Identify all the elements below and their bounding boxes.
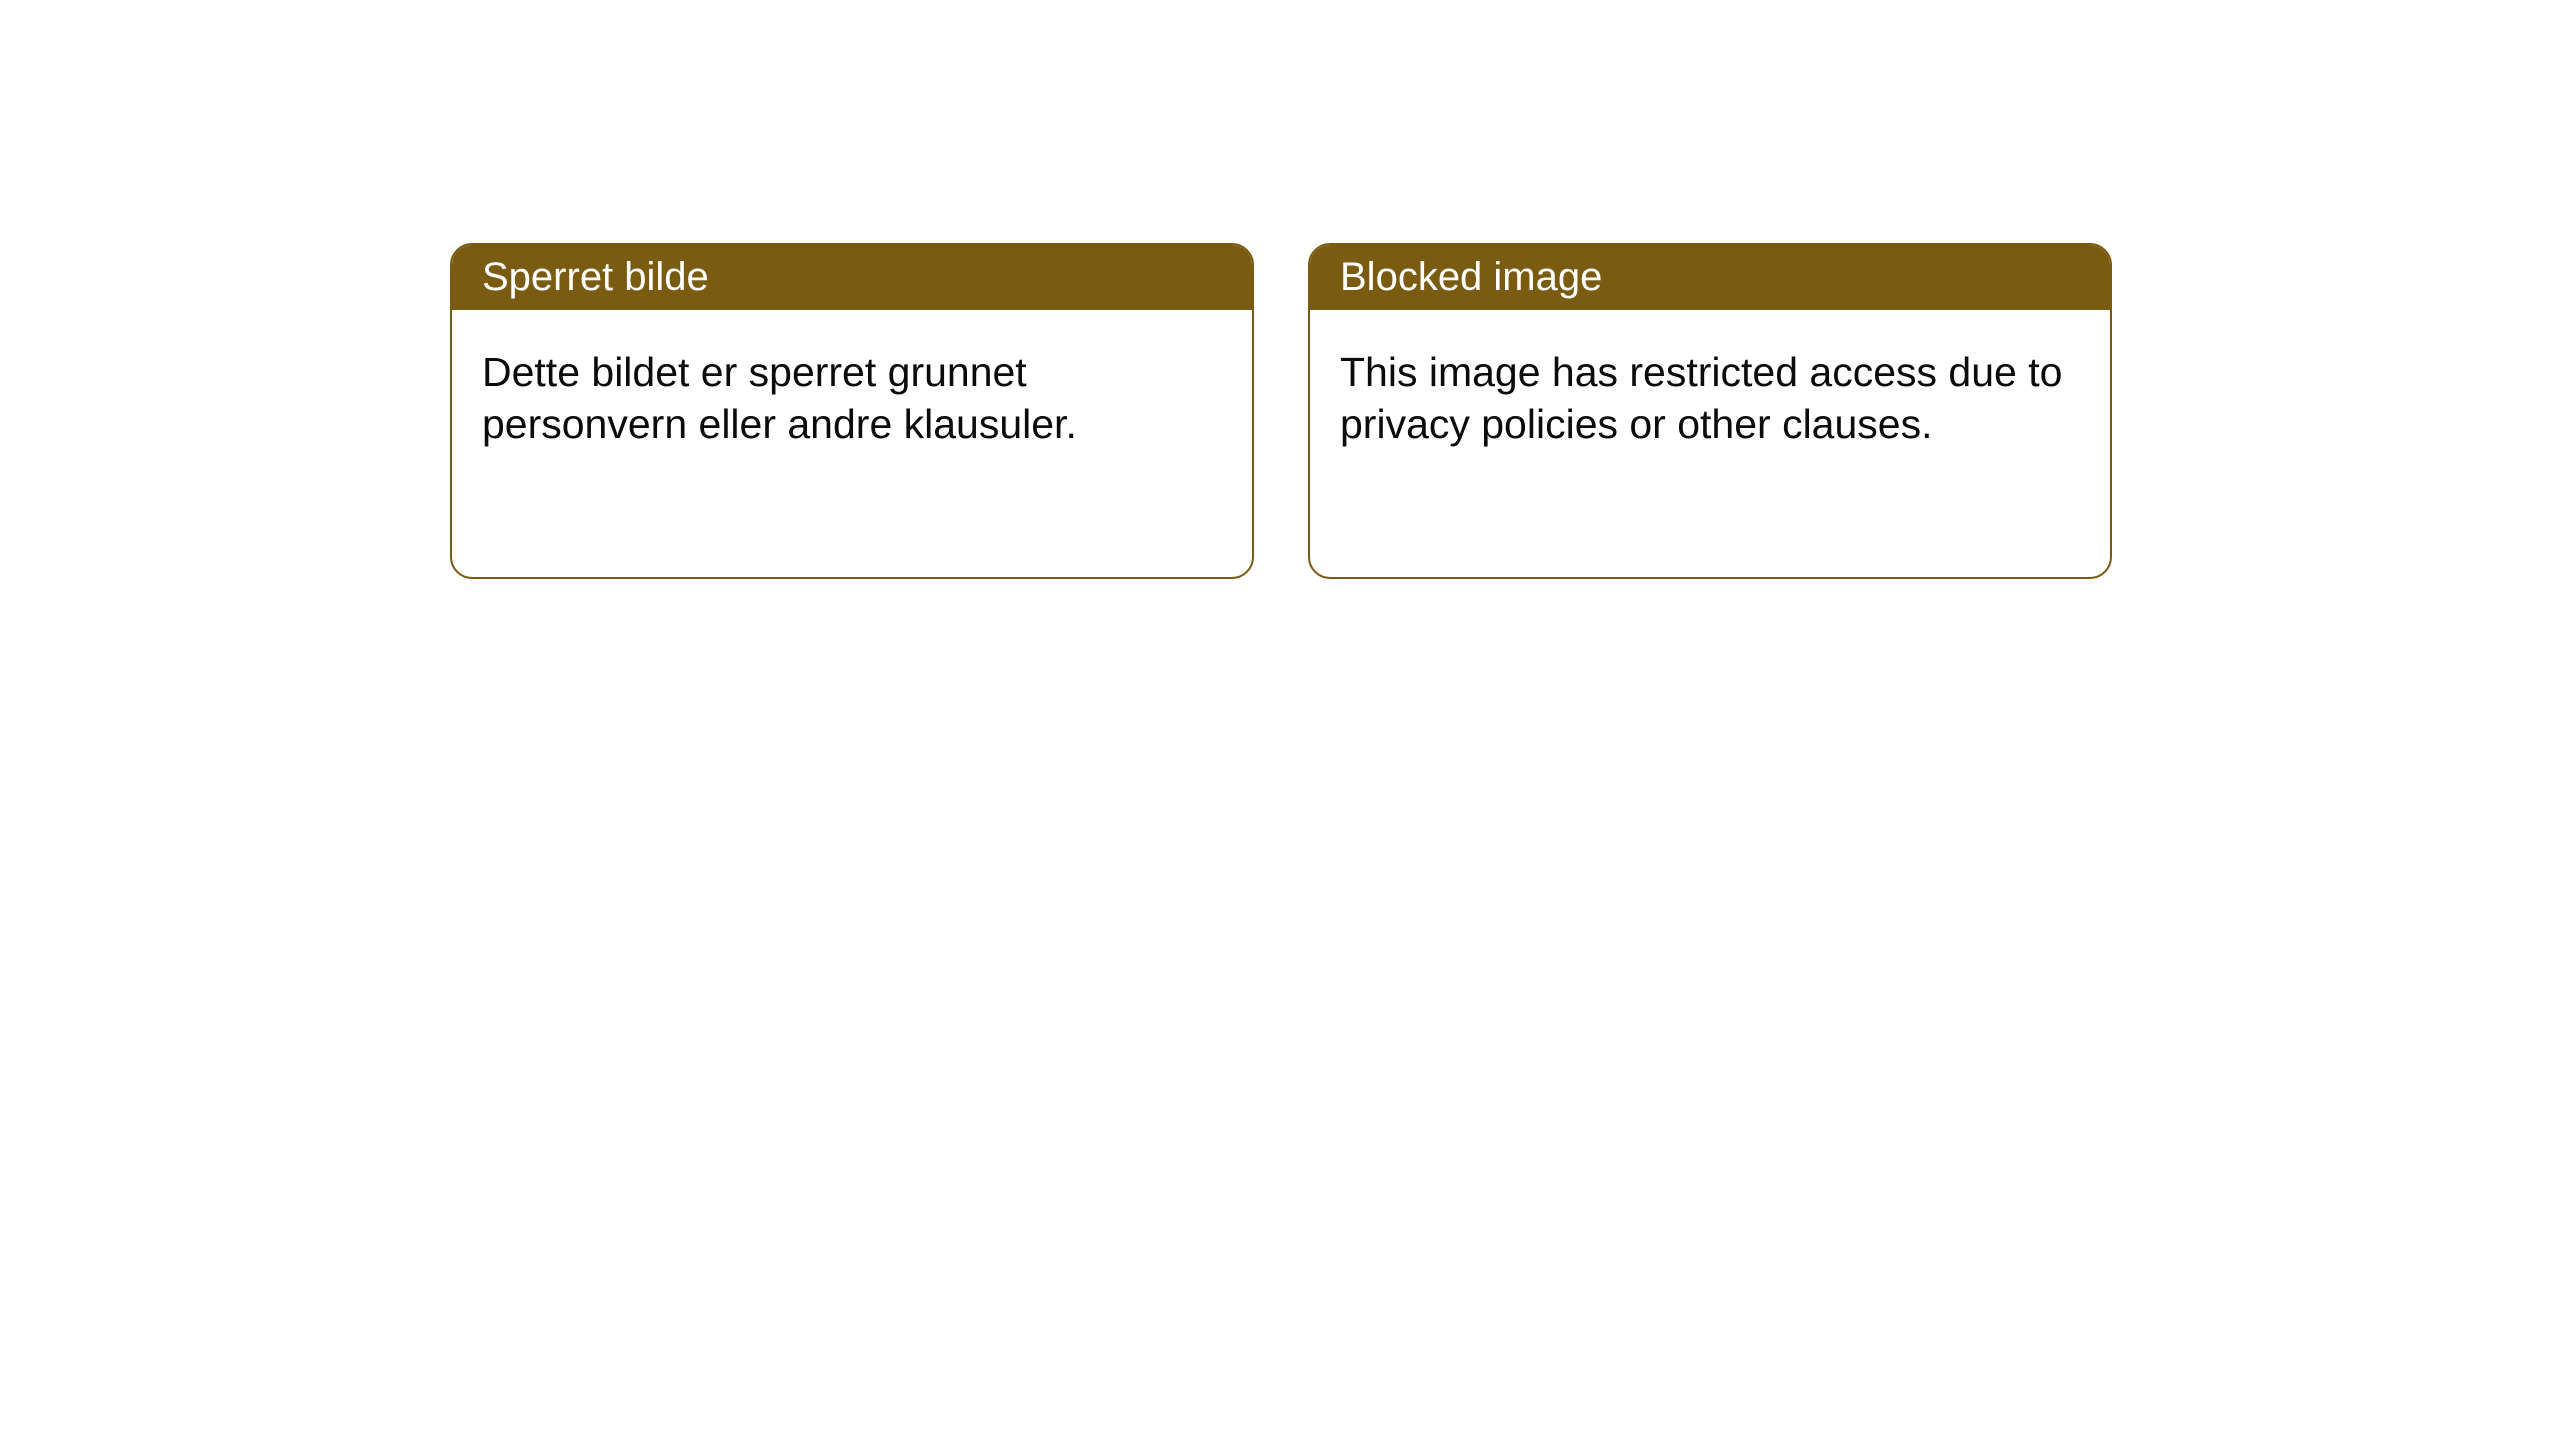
card-header: Blocked image: [1310, 245, 2110, 310]
card-body: Dette bildet er sperret grunnet personve…: [452, 310, 1252, 487]
card-header: Sperret bilde: [452, 245, 1252, 310]
cards-container: Sperret bilde Dette bildet er sperret gr…: [0, 0, 2560, 579]
card-body: This image has restricted access due to …: [1310, 310, 2110, 487]
blocked-image-card-no: Sperret bilde Dette bildet er sperret gr…: [450, 243, 1254, 579]
blocked-image-card-en: Blocked image This image has restricted …: [1308, 243, 2112, 579]
